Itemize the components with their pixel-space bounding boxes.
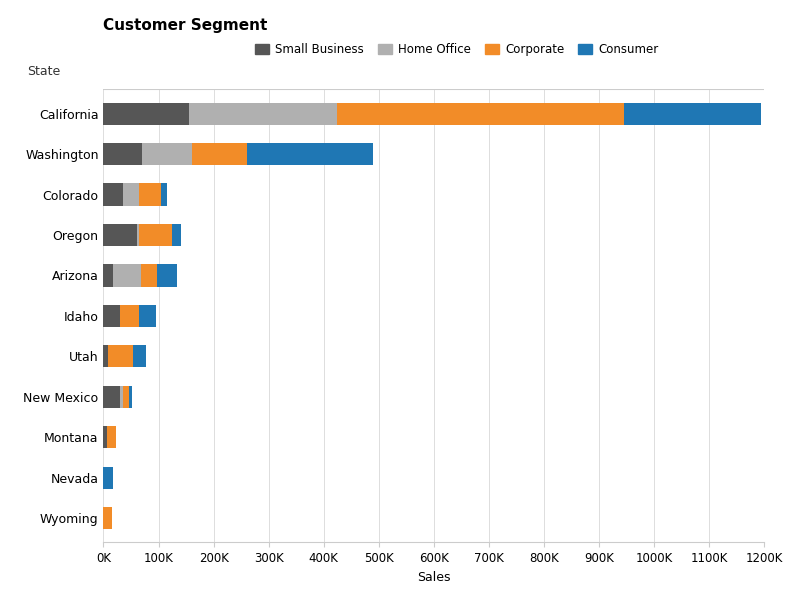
- Bar: [103, 184, 123, 206]
- Bar: [162, 184, 167, 206]
- Bar: [133, 345, 146, 368]
- Bar: [123, 184, 139, 206]
- Bar: [103, 507, 112, 529]
- Legend: Small Business, Home Office, Corporate, Consumer: Small Business, Home Office, Corporate, …: [255, 44, 658, 56]
- Text: Customer Segment: Customer Segment: [103, 18, 268, 33]
- Bar: [624, 103, 762, 125]
- Bar: [120, 305, 139, 327]
- Bar: [103, 224, 137, 246]
- Bar: [139, 305, 156, 327]
- Bar: [192, 143, 247, 165]
- Bar: [103, 143, 142, 165]
- Bar: [123, 386, 130, 408]
- Bar: [139, 224, 172, 246]
- Bar: [142, 143, 192, 165]
- Bar: [137, 224, 139, 246]
- Bar: [113, 264, 141, 287]
- Bar: [189, 103, 338, 125]
- X-axis label: Sales: Sales: [417, 570, 451, 583]
- Bar: [103, 264, 113, 287]
- Bar: [120, 386, 123, 408]
- Bar: [172, 224, 181, 246]
- Bar: [103, 386, 120, 408]
- Bar: [139, 184, 162, 206]
- Bar: [103, 467, 113, 489]
- Bar: [103, 426, 107, 448]
- Bar: [247, 143, 373, 165]
- Bar: [141, 264, 158, 287]
- Bar: [338, 103, 624, 125]
- Bar: [103, 345, 108, 368]
- Bar: [130, 386, 132, 408]
- Bar: [103, 305, 120, 327]
- Bar: [108, 345, 133, 368]
- Bar: [158, 264, 177, 287]
- Bar: [107, 426, 115, 448]
- Bar: [103, 103, 189, 125]
- Text: State: State: [28, 65, 60, 78]
